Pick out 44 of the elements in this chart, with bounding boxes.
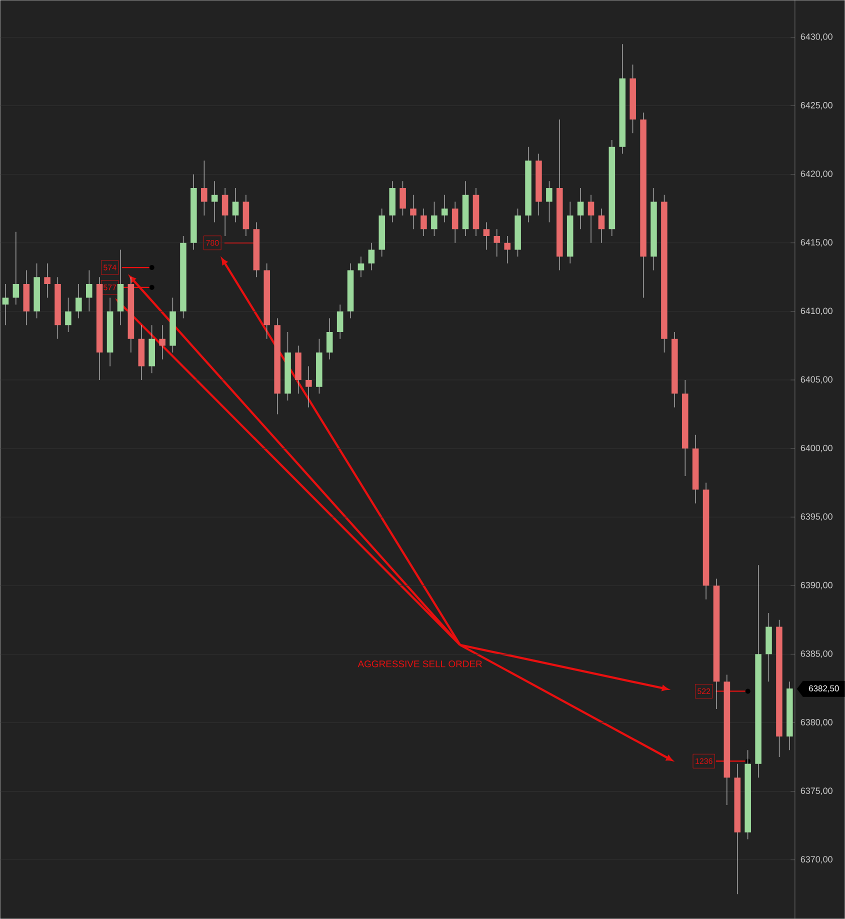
y-tick-label: 6430,00	[800, 34, 833, 41]
y-tick-label: 6400,00	[800, 444, 833, 452]
candlestick	[159, 324, 166, 360]
text: 6382,50	[809, 685, 839, 692]
candlestick	[577, 188, 584, 230]
candlestick	[368, 242, 375, 271]
candlestick	[12, 232, 20, 305]
candlestick	[431, 201, 438, 236]
candlestick	[504, 236, 511, 264]
candlestick	[212, 180, 218, 223]
candlestick	[201, 160, 208, 216]
y-tick-label: 6415,00	[800, 239, 833, 247]
candlestick	[306, 366, 312, 408]
candlestick	[483, 222, 490, 250]
candlestick	[44, 263, 50, 298]
y-tick-label: 6410,00	[800, 308, 833, 316]
candlestick	[494, 228, 500, 257]
candlestick	[222, 188, 228, 236]
candlestick	[326, 318, 333, 360]
y-tick-label: 6420,00	[800, 170, 833, 178]
y-tick-label: 6375,00	[800, 788, 833, 795]
y-tick-label: 6385,00	[800, 650, 833, 658]
candlestick	[546, 180, 552, 223]
candlestick	[232, 188, 239, 223]
candlestick	[65, 297, 72, 332]
candlestick	[442, 194, 448, 223]
candlestick	[452, 201, 458, 244]
candlestick	[400, 180, 406, 216]
y-tick-label: 6370,00	[800, 856, 833, 864]
candlestick	[86, 270, 92, 312]
candlestick	[588, 194, 594, 244]
annotation: AGGRESSIVE SELL ORDER	[358, 660, 482, 668]
y-tick-label: 6425,00	[800, 102, 833, 110]
candlestick	[598, 208, 605, 244]
candlestick	[336, 304, 344, 340]
candlestick	[410, 194, 416, 230]
y-tick-label: 6380,00	[800, 719, 833, 726]
y-tick-label: 6405,00	[800, 376, 833, 384]
candlestick	[420, 208, 427, 236]
y-tick-label: 6395,00	[800, 513, 833, 521]
candlestick	[358, 256, 364, 278]
candlestick	[2, 284, 9, 326]
y-tick-label: 6390,00	[800, 582, 833, 590]
candlestick	[76, 284, 82, 319]
